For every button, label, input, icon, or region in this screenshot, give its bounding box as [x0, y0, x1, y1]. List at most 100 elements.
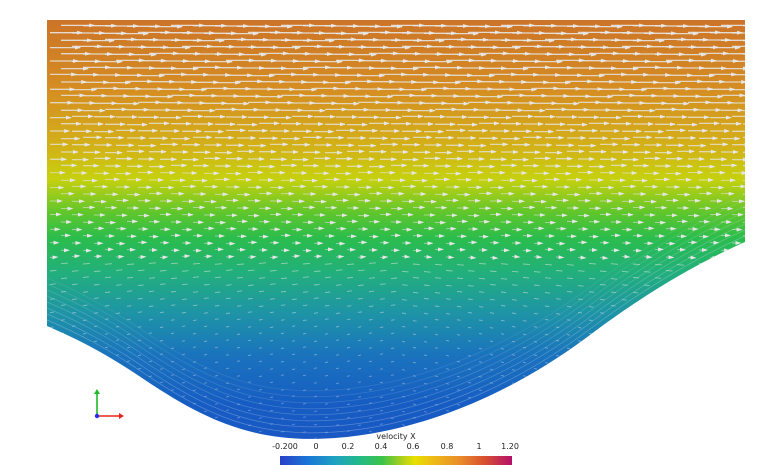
velocity-vector	[489, 382, 494, 384]
velocity-vector	[467, 355, 472, 357]
velocity-vector	[599, 255, 609, 260]
velocity-vector	[698, 431, 703, 433]
velocity-vector	[225, 284, 232, 286]
velocity-vector	[423, 396, 428, 398]
velocity-vector	[247, 326, 252, 328]
velocity-vector	[137, 339, 142, 342]
velocity-vector	[709, 423, 714, 426]
velocity-vector	[170, 332, 175, 335]
colorbar-title: velocity X	[376, 432, 416, 441]
velocity-vector	[379, 311, 385, 314]
velocity-vector	[225, 367, 230, 370]
velocity-vector	[225, 312, 231, 315]
velocity-vector	[489, 397, 494, 399]
velocity-vector	[500, 291, 507, 294]
velocity-vector	[258, 318, 263, 321]
velocity-vector	[335, 269, 343, 271]
velocity-vector	[467, 285, 474, 287]
velocity-vector	[126, 360, 131, 362]
velocity-vector	[313, 382, 318, 384]
velocity-vector	[313, 312, 319, 314]
velocity-vector	[489, 368, 494, 371]
velocity-vector	[522, 333, 527, 336]
velocity-vector	[467, 368, 472, 371]
velocity-vector	[533, 437, 538, 439]
velocity-vector	[533, 254, 543, 259]
velocity-vector	[104, 403, 109, 405]
velocity-vector	[709, 298, 715, 301]
velocity-vector	[621, 424, 626, 426]
velocity-vector	[93, 423, 98, 426]
velocity-vector	[236, 360, 241, 362]
velocity-vector	[544, 432, 549, 434]
velocity-vector	[115, 382, 120, 385]
velocity-vector	[445, 368, 450, 370]
velocity-vector	[104, 388, 109, 390]
velocity-vector	[687, 396, 692, 399]
velocity-vector	[313, 297, 319, 299]
velocity-vector	[335, 284, 342, 286]
velocity-vector	[357, 269, 365, 272]
colorbar-tick-label: 1	[476, 442, 482, 451]
velocity-vector	[269, 438, 274, 439]
velocity-vector	[566, 360, 571, 363]
velocity-vector	[731, 325, 736, 328]
velocity-vector	[170, 402, 175, 405]
velocity-vector	[379, 396, 384, 399]
velocity-vector	[170, 374, 175, 376]
velocity-vector	[236, 346, 241, 349]
velocity-vector	[302, 361, 307, 363]
velocity-vector	[687, 410, 692, 412]
near-wall-streamlines	[47, 193, 745, 434]
velocity-vector	[60, 319, 65, 321]
velocity-vector	[181, 353, 186, 356]
velocity-vector	[599, 327, 604, 329]
velocity-vector	[676, 347, 681, 350]
velocity-vector	[269, 423, 274, 425]
velocity-vector	[269, 326, 274, 329]
velocity-vector	[115, 367, 120, 370]
velocity-vector	[148, 262, 156, 264]
velocity-vector	[60, 332, 65, 335]
velocity-vector	[137, 367, 142, 370]
velocity-vector	[181, 381, 186, 384]
velocity-vector	[533, 354, 538, 357]
velocity-vector	[544, 388, 549, 391]
velocity-vector	[258, 402, 263, 404]
velocity-vector	[49, 353, 54, 355]
velocity-vector	[588, 306, 594, 308]
velocity-vector	[181, 410, 186, 412]
velocity-vector	[698, 417, 703, 420]
velocity-vector	[236, 290, 243, 292]
velocity-vector	[71, 395, 76, 397]
velocity-vector	[643, 424, 648, 427]
velocity-vector	[390, 347, 395, 350]
velocity-vector	[324, 388, 329, 390]
velocity-vector	[357, 381, 362, 383]
x-axis-arrow-head	[119, 413, 124, 419]
velocity-vector	[192, 389, 197, 392]
velocity-vector	[93, 367, 98, 369]
velocity-vector	[478, 417, 483, 420]
velocity-vector	[49, 409, 54, 412]
velocity-vector	[137, 396, 142, 398]
velocity-vector	[49, 438, 54, 439]
velocity-vector	[412, 346, 417, 349]
velocity-vector	[577, 368, 582, 371]
velocity-vector	[720, 361, 725, 364]
velocity-vector	[313, 353, 318, 356]
velocity-vector	[621, 325, 626, 328]
velocity-vector	[291, 283, 298, 286]
velocity-vector	[434, 318, 439, 321]
velocity-vector	[588, 402, 593, 405]
velocity-vector	[687, 355, 692, 357]
velocity-vector	[478, 332, 483, 335]
velocity-vector	[511, 424, 516, 426]
velocity-vector	[225, 254, 235, 259]
velocity-vector	[698, 332, 703, 335]
velocity-vector	[49, 381, 54, 384]
velocity-vector	[148, 277, 156, 279]
velocity-vector	[412, 390, 417, 392]
velocity-vector	[577, 298, 583, 301]
